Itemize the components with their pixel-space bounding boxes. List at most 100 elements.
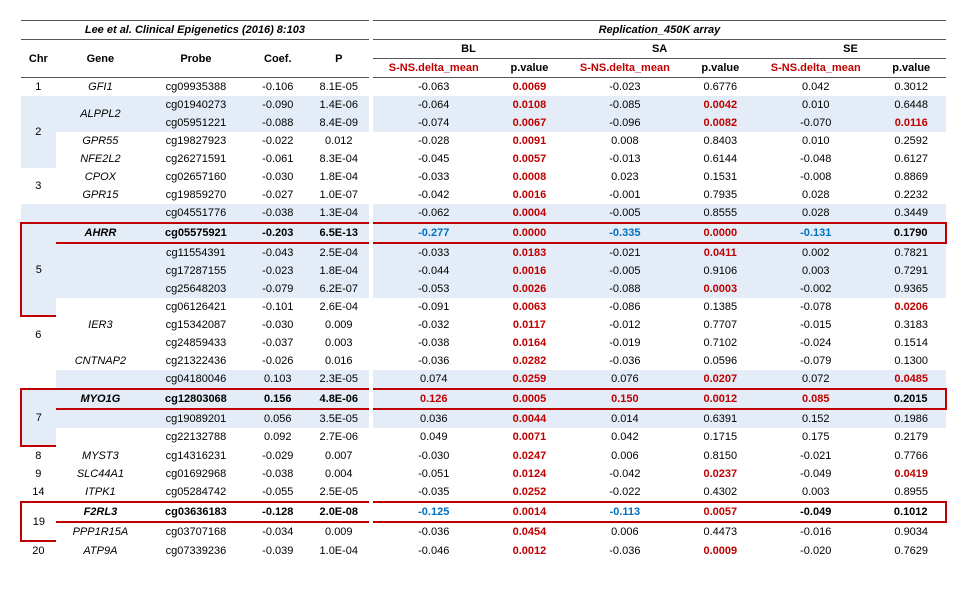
group-se: SE [755, 40, 946, 59]
se-delta-cell: 0.085 [755, 389, 876, 409]
table-row: cg04551776-0.0381.3E-04-0.0620.0004-0.00… [21, 204, 946, 223]
sa-pvalue-cell: 0.0000 [686, 223, 755, 243]
coef-cell: -0.043 [247, 243, 309, 262]
bl-pvalue-cell: 0.0014 [495, 502, 564, 522]
probe-cell: cg06126421 [145, 298, 247, 316]
se-pvalue-cell: 0.1790 [876, 223, 946, 243]
table-row: cg041800460.1032.3E-050.0740.02590.0760.… [21, 370, 946, 389]
p-cell: 1.0E-04 [309, 541, 371, 560]
p-cell: 2.5E-04 [309, 243, 371, 262]
gene-cell: GFI1 [56, 78, 145, 97]
sa-delta-cell: -0.005 [564, 262, 685, 280]
se-delta-cell: -0.049 [755, 465, 876, 483]
bl-delta-cell: 0.074 [371, 370, 495, 389]
table-wrapper: Lee et al. Clinical Epigenetics (2016) 8… [20, 20, 947, 560]
coef-cell: 0.103 [247, 370, 309, 389]
sa-pvalue-cell: 0.1531 [686, 168, 755, 186]
bl-delta-cell: -0.035 [371, 483, 495, 502]
table-row: 8MYST3cg14316231-0.0290.007-0.0300.02470… [21, 446, 946, 465]
chr-cell [21, 204, 56, 223]
gene-cell: CPOX [56, 168, 145, 186]
sa-pvalue-cell: 0.7935 [686, 186, 755, 204]
sa-delta-cell: 0.023 [564, 168, 685, 186]
probe-cell: cg04180046 [145, 370, 247, 389]
se-pvalue-cell: 0.7629 [876, 541, 946, 560]
table-row: 7MYO1Gcg128030680.1564.8E-060.1260.00050… [21, 389, 946, 409]
se-delta-cell: 0.010 [755, 96, 876, 114]
bl-pvalue-cell: 0.0012 [495, 541, 564, 560]
bl-pvalue-cell: 0.0057 [495, 150, 564, 168]
coef-cell: -0.038 [247, 465, 309, 483]
sa-pvalue-cell: 0.6391 [686, 409, 755, 428]
p-cell: 0.016 [309, 352, 371, 370]
sa-delta-cell: -0.036 [564, 541, 685, 560]
table-row: GPR55cg19827923-0.0220.012-0.0280.00910.… [21, 132, 946, 150]
bl-delta-cell: -0.044 [371, 262, 495, 280]
probe-cell: cg15342087 [145, 316, 247, 334]
se-delta-cell: -0.079 [755, 352, 876, 370]
col-bl-delta: S-NS.delta_mean [371, 59, 495, 78]
p-cell: 0.012 [309, 132, 371, 150]
coef-cell: -0.101 [247, 298, 309, 316]
p-cell: 3.5E-05 [309, 409, 371, 428]
bl-pvalue-cell: 0.0016 [495, 186, 564, 204]
chr-cell: 14 [21, 483, 56, 502]
chr-cell: 6 [21, 316, 56, 352]
sa-delta-cell: 0.042 [564, 428, 685, 446]
chr-cell: 5 [21, 223, 56, 316]
gene-cell [56, 409, 145, 428]
bl-pvalue-cell: 0.0000 [495, 223, 564, 243]
se-delta-cell: -0.015 [755, 316, 876, 334]
bl-pvalue-cell: 0.0044 [495, 409, 564, 428]
gene-cell: IER3 [56, 316, 145, 334]
table-row: PPP1R15Acg03707168-0.0340.009-0.0360.045… [21, 522, 946, 541]
se-delta-cell: -0.008 [755, 168, 876, 186]
se-delta-cell: 0.042 [755, 78, 876, 97]
probe-cell: cg05951221 [145, 114, 247, 132]
p-cell: 8.4E-09 [309, 114, 371, 132]
table-head: Lee et al. Clinical Epigenetics (2016) 8… [21, 21, 946, 78]
se-delta-cell: 0.175 [755, 428, 876, 446]
p-cell: 6.2E-07 [309, 280, 371, 298]
bl-pvalue-cell: 0.0005 [495, 389, 564, 409]
sa-delta-cell: -0.096 [564, 114, 685, 132]
gene-cell: GPR15 [56, 186, 145, 204]
sa-pvalue-cell: 0.0012 [686, 389, 755, 409]
bl-pvalue-cell: 0.0282 [495, 352, 564, 370]
table-row: cg11554391-0.0432.5E-04-0.0330.0183-0.02… [21, 243, 946, 262]
probe-cell: cg11554391 [145, 243, 247, 262]
bl-pvalue-cell: 0.0124 [495, 465, 564, 483]
p-cell: 0.004 [309, 465, 371, 483]
sa-pvalue-cell: 0.0596 [686, 352, 755, 370]
bl-pvalue-cell: 0.0252 [495, 483, 564, 502]
group-bl: BL [371, 40, 564, 59]
sa-delta-cell: -0.013 [564, 150, 685, 168]
gene-cell [56, 428, 145, 446]
table-row: 3CPOXcg02657160-0.0301.8E-04-0.0330.0008… [21, 168, 946, 186]
probe-cell: cg03707168 [145, 522, 247, 541]
se-delta-cell: 0.003 [755, 483, 876, 502]
bl-pvalue-cell: 0.0016 [495, 262, 564, 280]
sa-delta-cell: -0.019 [564, 334, 685, 352]
gene-cell: GPR55 [56, 132, 145, 150]
bl-delta-cell: -0.064 [371, 96, 495, 114]
sa-pvalue-cell: 0.8555 [686, 204, 755, 223]
chr-cell: 19 [21, 502, 56, 541]
probe-cell: cg07339236 [145, 541, 247, 560]
se-delta-cell: -0.070 [755, 114, 876, 132]
gene-cell: PPP1R15A [56, 522, 145, 541]
p-cell: 1.8E-04 [309, 262, 371, 280]
p-cell: 1.3E-04 [309, 204, 371, 223]
sa-delta-cell: -0.001 [564, 186, 685, 204]
bl-pvalue-cell: 0.0063 [495, 298, 564, 316]
table-row: cg17287155-0.0231.8E-04-0.0440.0016-0.00… [21, 262, 946, 280]
coef-cell: -0.039 [247, 541, 309, 560]
bl-pvalue-cell: 0.0247 [495, 446, 564, 465]
se-delta-cell: -0.131 [755, 223, 876, 243]
sa-delta-cell: -0.021 [564, 243, 685, 262]
p-cell: 2.5E-05 [309, 483, 371, 502]
sa-delta-cell: 0.006 [564, 522, 685, 541]
coef-cell: 0.156 [247, 389, 309, 409]
replication-title: Replication_450K array [371, 21, 946, 40]
chr-cell: 1 [21, 78, 56, 97]
